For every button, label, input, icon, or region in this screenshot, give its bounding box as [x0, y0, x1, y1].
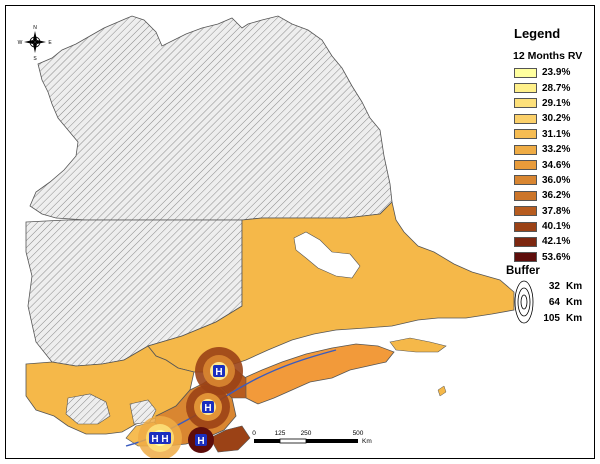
hospital-label: H [151, 434, 158, 445]
region-outaouais-hatched[interactable] [65, 393, 111, 425]
legend-row: 23.9% [506, 65, 594, 80]
legend-label: 34.6% [542, 159, 571, 171]
legend-row: 34.6% [506, 157, 594, 172]
compass-west: W [18, 40, 23, 46]
legend-swatch [514, 236, 537, 247]
legend-row: 42.1% [506, 234, 594, 249]
hospital-icon-saguenay[interactable]: H [213, 365, 225, 378]
legend-swatch [514, 175, 537, 186]
scale-tick-250: 250 [301, 430, 312, 437]
legend-row: 36.0% [506, 173, 594, 188]
legend-row: 30.2% [506, 111, 594, 126]
legend-swatch [514, 190, 537, 201]
legend-label: 29.1% [542, 97, 571, 109]
legend-row: 53.6% [506, 250, 594, 265]
hospital-label: H [161, 434, 168, 445]
buffer-row: 64 Km [548, 297, 583, 309]
legend-row: 40.1% [506, 219, 594, 234]
legend-row: 33.2% [506, 142, 594, 157]
hospital-label: H [204, 403, 211, 414]
legend-row: 36.2% [506, 188, 594, 203]
compass-north: N [33, 25, 37, 31]
scale-unit: Km [362, 438, 372, 445]
legend-row: 28.7% [506, 80, 594, 95]
scale-tick-0: 0 [252, 430, 256, 437]
anticosti-island[interactable] [389, 337, 447, 353]
legend-label: 30.2% [542, 113, 571, 125]
legend-swatch [514, 67, 537, 78]
compass-east: E [48, 40, 52, 46]
region-estrie[interactable] [209, 425, 251, 453]
hospital-icon-montreal-b[interactable]: H [159, 432, 171, 445]
legend-swatch [514, 83, 537, 94]
buffer-row: 32 Km [548, 281, 583, 293]
scale-tick-500: 500 [353, 430, 364, 437]
legend-swatch [514, 113, 537, 124]
buffer-row: 105 Km [543, 313, 583, 325]
legend-label: 28.7% [542, 82, 571, 94]
legend-swatch [514, 98, 537, 109]
buffer-rings-icon [514, 280, 534, 324]
lake [293, 231, 361, 279]
legend-swatch [514, 144, 537, 155]
buffer-title: Buffer [506, 265, 540, 278]
legend-label: 40.1% [542, 221, 571, 233]
hospital-label: H [215, 367, 222, 378]
hospital-icon-sherbrooke[interactable]: H [195, 434, 207, 447]
legend-label: 36.0% [542, 174, 571, 186]
legend: Legend 12 Months RV 23.9% 28.7% 29.1% 30.2%… [506, 26, 594, 329]
legend-swatch [514, 206, 537, 217]
legend-label: 33.2% [542, 144, 571, 156]
hospital-icon-quebec[interactable]: H [202, 401, 214, 414]
legend-swatch [514, 160, 537, 171]
legend-label: 23.9% [542, 67, 571, 79]
legend-row: 29.1% [506, 96, 594, 111]
legend-label: 36.2% [542, 190, 571, 202]
scale-bar: 0 125 250 500 Km [252, 430, 372, 445]
legend-label: 31.1% [542, 128, 571, 140]
legend-row: 31.1% [506, 127, 594, 142]
legend-swatch [514, 129, 537, 140]
compass-south: S [33, 56, 37, 62]
legend-subtitle: 12 Months RV [513, 50, 583, 62]
legend-label: 42.1% [542, 236, 571, 248]
map-frame: H H H H H N S E W [5, 5, 595, 459]
scale-tick-125: 125 [275, 430, 286, 437]
legend-row: 37.8% [506, 204, 594, 219]
islands-madeleine [437, 385, 447, 397]
legend-classes: 23.9% 28.7% 29.1% 30.2% 31.1% 33.2% 34.6% 36.0%… [506, 65, 594, 265]
hospital-icon-montreal-a[interactable]: H [149, 432, 161, 445]
hospital-label: H [197, 436, 204, 447]
region-nord-du-quebec[interactable] [29, 15, 393, 221]
map-canvas[interactable]: H H H H H N S E W [6, 6, 594, 458]
legend-swatch [514, 221, 537, 232]
legend-swatch [514, 252, 537, 263]
region-gaspesie[interactable] [243, 343, 395, 405]
legend-label: 37.8% [542, 205, 571, 217]
legend-title: Legend [514, 26, 561, 41]
buffer-legend: 32 Km 64 Km 105 Km [506, 277, 594, 329]
region-laurentides-hatched[interactable] [129, 399, 157, 425]
compass-rose-icon: N S E W [18, 25, 53, 62]
legend-label: 53.6% [542, 251, 571, 263]
